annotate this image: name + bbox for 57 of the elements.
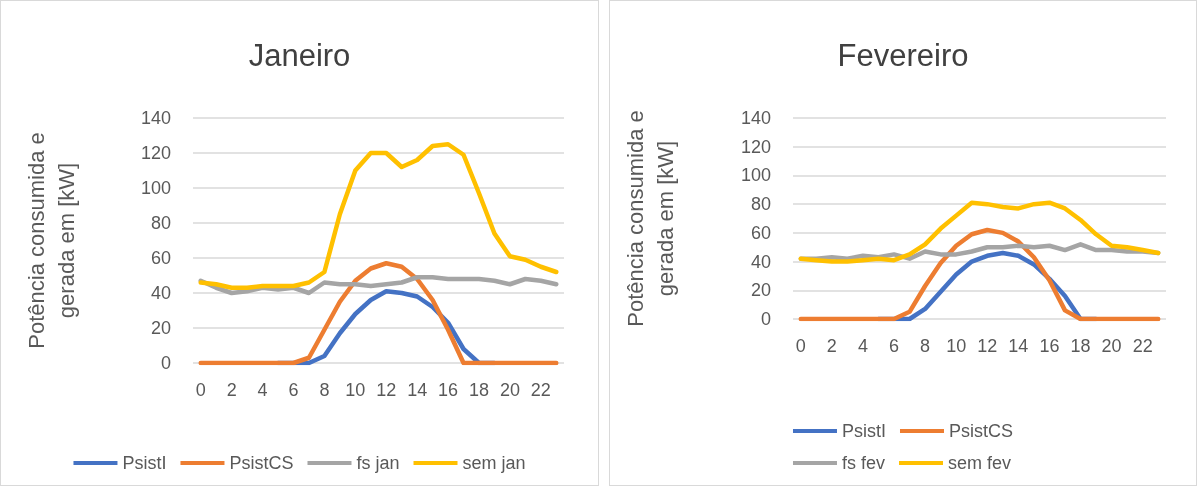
x-tick-label: 22: [530, 380, 551, 400]
y-tick-label: 20: [750, 280, 771, 301]
line-series: [198, 261, 559, 366]
x-tick-label: 14: [407, 380, 428, 400]
legend-label: PsistI: [122, 453, 167, 473]
x-tick-label: 6: [288, 380, 299, 400]
y-axis-title: Potência consumida e gerada em [kW]: [622, 110, 678, 327]
x-tick-label: 0: [795, 336, 806, 356]
line-series: [198, 275, 559, 296]
legend-label: fs jan: [356, 453, 400, 473]
y-tick-label: 0: [160, 353, 171, 373]
line-series: [798, 200, 1161, 264]
x-tick-label: 2: [826, 336, 837, 356]
y-tick-label: 0: [760, 309, 771, 329]
y-tick-label: 20: [150, 318, 171, 338]
y-tick-label: 100: [140, 178, 171, 198]
x-tick-label: 6: [889, 336, 900, 356]
y-tick-label: 140: [140, 108, 171, 128]
x-tick-label: 18: [1070, 336, 1091, 356]
x-tick-label: 22: [1132, 336, 1153, 356]
y-tick-label: 40: [150, 283, 171, 303]
y-tick-label: 120: [740, 136, 771, 157]
x-tick-label: 14: [1008, 336, 1029, 356]
y-tick-label: 80: [750, 194, 771, 215]
x-tick-label: 20: [499, 380, 520, 400]
y-tick-label: 60: [150, 248, 171, 268]
x-tick-label: 10: [946, 336, 967, 356]
y-tick-label: 60: [750, 222, 771, 243]
x-tick-label: 16: [1039, 336, 1060, 356]
y-tick-label: 140: [740, 108, 771, 128]
y-axis-title: Potência consumida e gerada em [kW]: [23, 132, 79, 349]
legend-label: sem jan: [462, 453, 526, 473]
chart-title: Fevereiro: [837, 38, 969, 73]
x-tick-label: 20: [1101, 336, 1122, 356]
x-tick-label: 8: [319, 380, 330, 400]
y-tick-label: 40: [750, 251, 771, 272]
y-tick-label: 80: [150, 213, 171, 233]
legend-label: sem fev: [948, 453, 1012, 473]
x-tick-label: 4: [257, 380, 268, 400]
legend-label: PsistI: [841, 421, 887, 441]
chart-title: Janeiro: [248, 38, 351, 73]
legend-label: fs fev: [841, 453, 886, 473]
line-series: [198, 142, 559, 290]
x-tick-label: 0: [195, 380, 206, 400]
y-tick-label: 120: [140, 143, 171, 163]
line-series: [798, 227, 1161, 322]
x-tick-label: 12: [376, 380, 397, 400]
x-tick-label: 10: [345, 380, 366, 400]
x-tick-label: 18: [468, 380, 489, 400]
legend-label: PsistCS: [229, 453, 294, 473]
y-tick-label: 100: [740, 165, 771, 186]
x-tick-label: 4: [857, 336, 868, 356]
legend-label: PsistCS: [949, 421, 1014, 441]
x-tick-label: 12: [977, 336, 998, 356]
x-tick-label: 16: [438, 380, 459, 400]
x-tick-label: 8: [920, 336, 931, 356]
x-tick-label: 2: [226, 380, 237, 400]
